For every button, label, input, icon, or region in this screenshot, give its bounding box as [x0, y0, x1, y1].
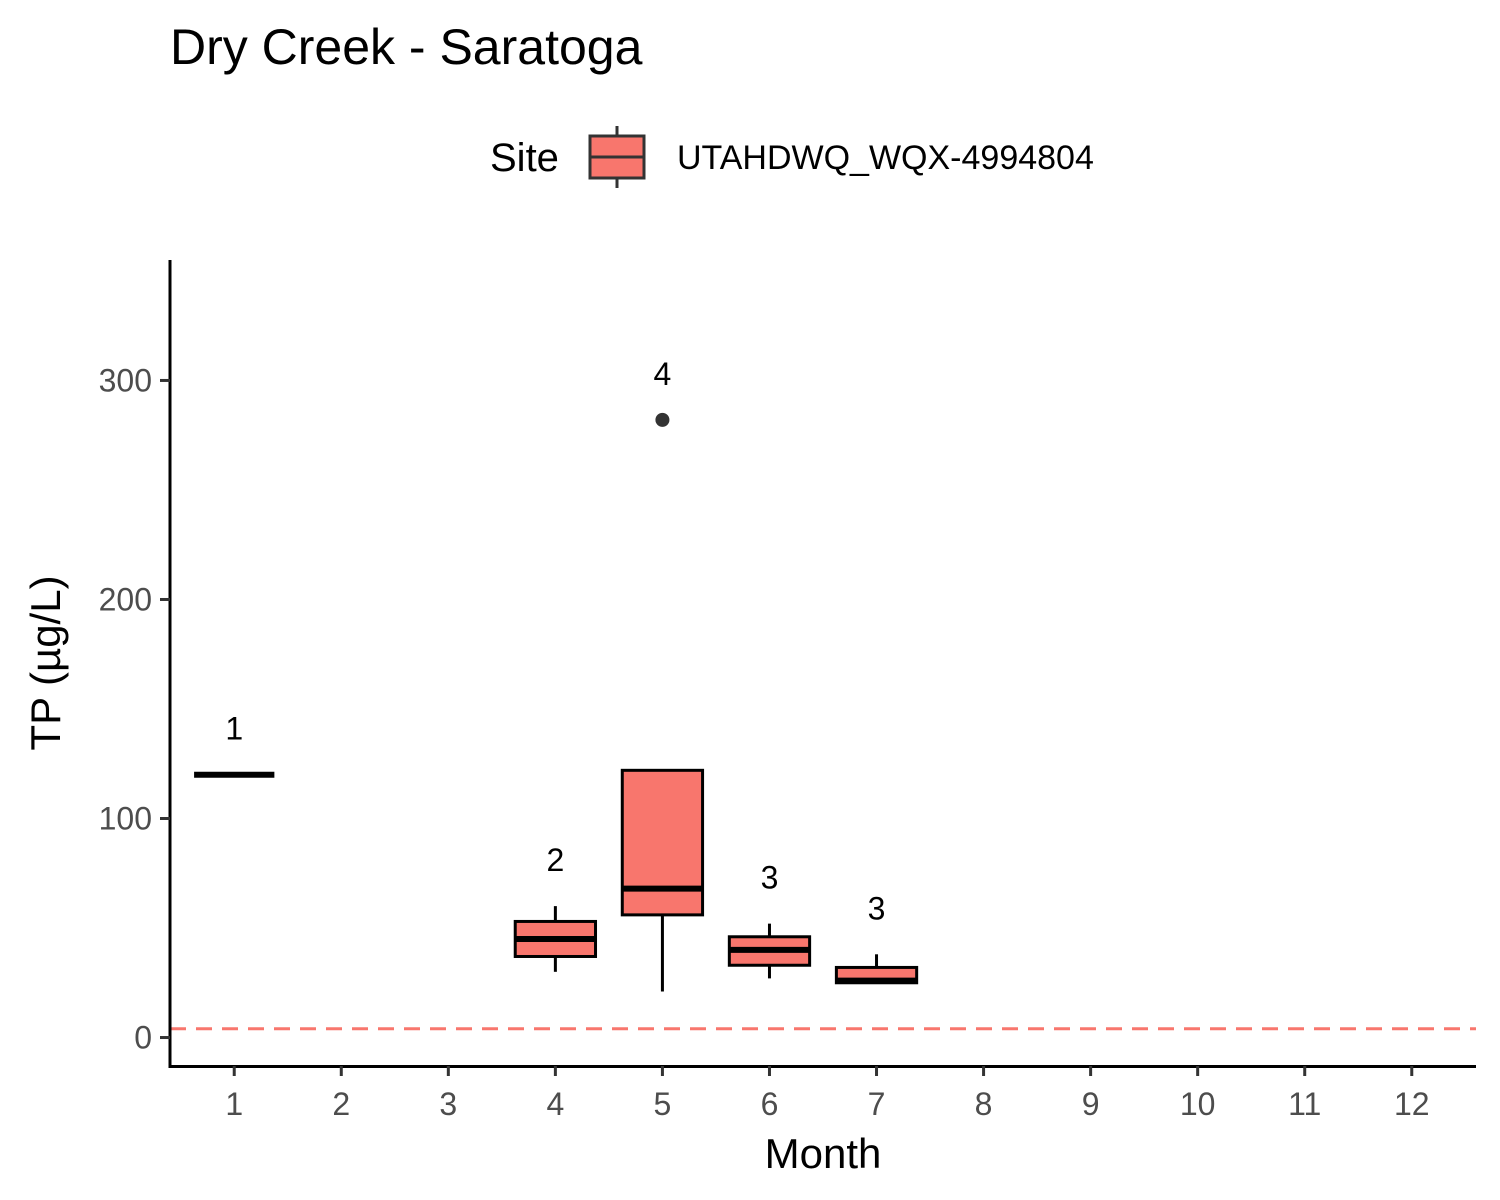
x-tick-label: 6 — [761, 1086, 779, 1122]
x-tick-label: 3 — [439, 1086, 457, 1122]
box-month-6: 3 — [727, 860, 812, 979]
x-tick-label: 5 — [654, 1086, 672, 1122]
y-tick-label: 200 — [99, 581, 152, 617]
count-label: 3 — [761, 860, 779, 896]
x-tick-label: 4 — [546, 1086, 564, 1122]
x-tick-label: 1 — [225, 1086, 243, 1122]
legend-title: Site — [490, 135, 559, 180]
x-tick-label: 2 — [332, 1086, 350, 1122]
outlier-point — [655, 412, 670, 427]
box-month-7: 3 — [834, 890, 919, 985]
y-tick-label: 100 — [99, 801, 152, 837]
count-label: 2 — [546, 842, 564, 878]
legend-series-label: UTAHDWQ_WQX-4994804 — [676, 138, 1094, 177]
legend: Site UTAHDWQ_WQX-4994804 — [490, 126, 1094, 190]
y-tick-label: 300 — [99, 362, 152, 398]
y-tick-label: 0 — [134, 1020, 152, 1056]
count-label: 1 — [225, 711, 243, 747]
x-tick-label: 9 — [1082, 1086, 1100, 1122]
x-tick-label: 12 — [1394, 1086, 1430, 1122]
box-month-5: 4 — [620, 356, 705, 992]
x-tick-label: 8 — [975, 1086, 993, 1122]
x-tick-label: 7 — [868, 1086, 886, 1122]
chart-title: Dry Creek - Saratoga — [170, 19, 643, 75]
y-axis-title: TP (µg/L) — [22, 575, 69, 750]
box-month-4: 2 — [513, 842, 598, 972]
iqr-box — [620, 768, 705, 917]
legend-key-boxplot-icon — [588, 126, 646, 188]
box-month-1: 1 — [194, 711, 275, 778]
count-label: 3 — [868, 890, 886, 926]
count-label: 4 — [654, 356, 672, 392]
x-tick-label: 11 — [1288, 1086, 1321, 1122]
x-tick-label: 10 — [1180, 1086, 1216, 1122]
x-axis-title: Month — [765, 1130, 882, 1177]
